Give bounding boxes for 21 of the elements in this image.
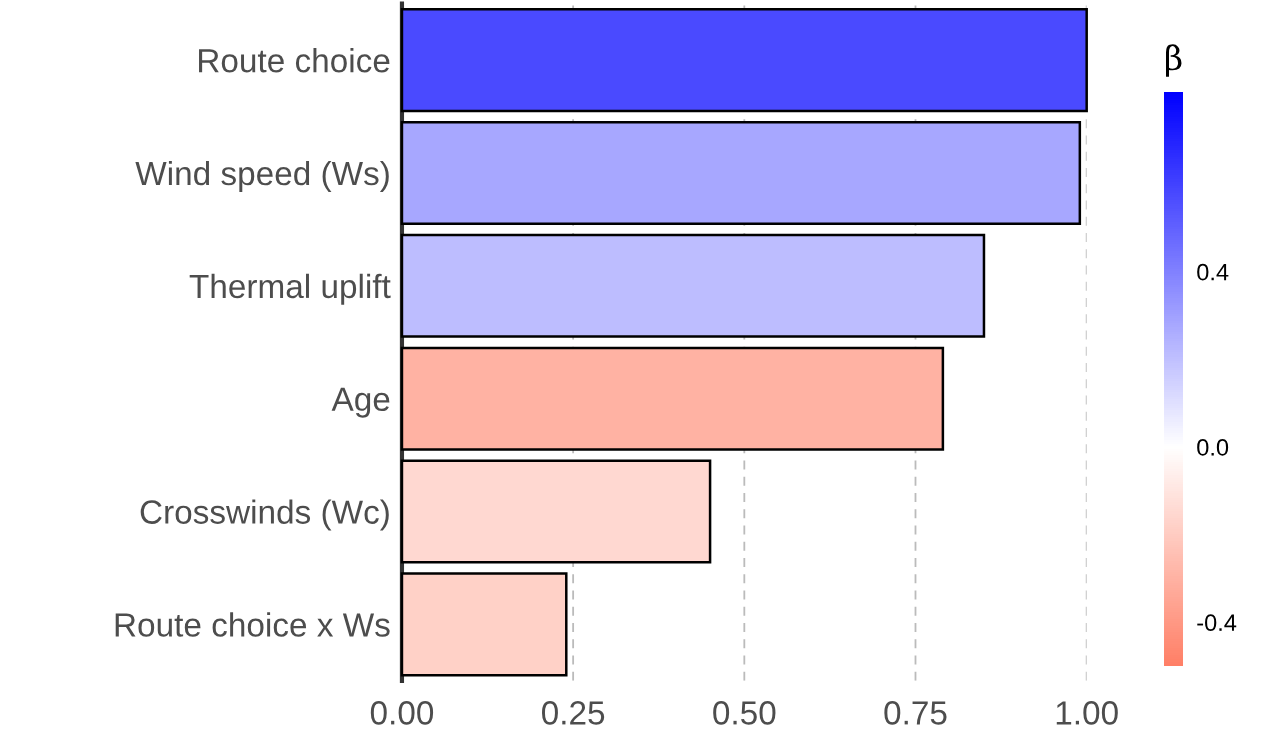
color-bar-label: 0.4 <box>1197 263 1229 281</box>
color-bar-label: -0.4 <box>1197 614 1237 632</box>
bar <box>400 346 945 451</box>
bar <box>400 8 1088 113</box>
bar <box>400 459 712 564</box>
color-bar-title: β <box>1166 44 1182 77</box>
y-tick-label: Age <box>331 387 390 418</box>
bar <box>400 572 568 677</box>
y-tick-label: Route choice x Ws <box>115 612 390 637</box>
y-tick-label: Thermal uplift <box>189 273 391 305</box>
bar <box>400 120 1082 225</box>
y-tick-label: Route choice <box>199 48 390 73</box>
color-bar-label: 0.0 <box>1197 439 1229 456</box>
x-tick-label: 0.75 <box>884 701 947 725</box>
x-tick-label: 1.00 <box>1056 701 1118 725</box>
x-tick-label: 0.25 <box>542 701 605 725</box>
x-tick-label: 0.50 <box>713 701 776 725</box>
x-tick-label: 0.00 <box>370 701 434 725</box>
y-tick-label: Wind speed (Ws) <box>135 160 389 192</box>
bar <box>400 233 986 338</box>
y-tick-label: Crosswinds (Wc) <box>140 499 389 531</box>
